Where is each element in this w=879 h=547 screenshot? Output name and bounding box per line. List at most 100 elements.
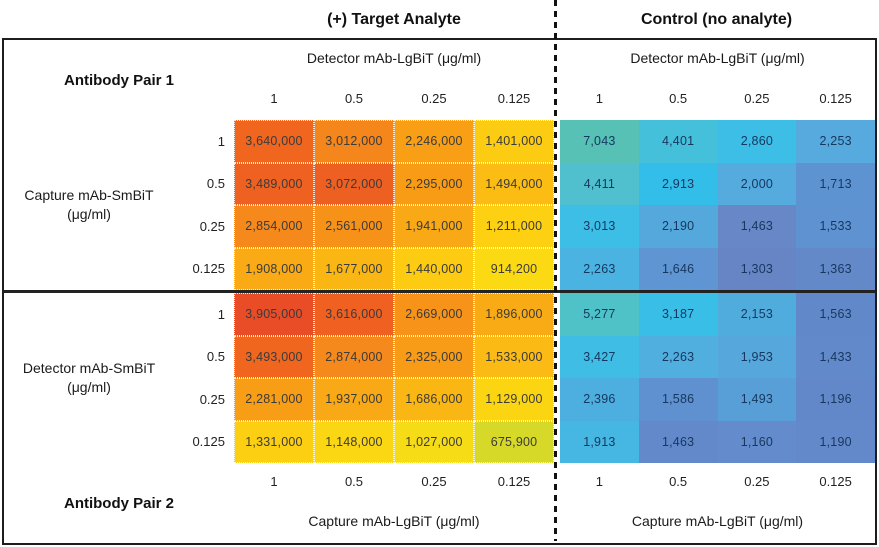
heatmap-cell: 4,401 bbox=[638, 120, 718, 163]
heatmap-panel-pair2-control: 5,277 3,187 2,153 1,563 3,427 2,263 1,953 1,433… bbox=[560, 293, 875, 463]
heatmap-cell: 2,561,000 bbox=[314, 205, 394, 248]
heatmap-cell: 1,440,000 bbox=[394, 247, 474, 290]
heatmap-cell: 2,281,000 bbox=[234, 378, 314, 421]
heatmap-cell: 2,263 bbox=[560, 247, 639, 290]
heatmap-cell: 1,363 bbox=[796, 247, 875, 290]
heatmap-cell: 1,646 bbox=[638, 247, 718, 290]
heatmap-cell: 1,190 bbox=[796, 420, 875, 463]
heatmap-cell: 1,027,000 bbox=[394, 420, 474, 463]
heatmap-cell: 1,331,000 bbox=[234, 420, 314, 463]
heatmap-cell: 2,860 bbox=[717, 120, 797, 163]
tick-label: 0.5 bbox=[669, 473, 688, 489]
heatmap-cell: 1,401,000 bbox=[474, 120, 554, 163]
heatmap-cell: 675,900 bbox=[474, 420, 554, 463]
heatmap-cell: 2,000 bbox=[717, 162, 797, 205]
heatmap-cell: 2,396 bbox=[560, 378, 639, 421]
heatmap-cell: 1,686,000 bbox=[394, 378, 474, 421]
condition-titles-row: (+) Target Analyte Control (no analyte) bbox=[0, 0, 879, 38]
row-ticks-pair1: 1 0.5 0.25 0.125 bbox=[4, 120, 234, 290]
heatmap-cell: 1,713 bbox=[796, 162, 875, 205]
detector-lgbit-axis-control: Detector mAb-LgBiT (μg/ml) bbox=[630, 50, 805, 66]
heatmap-cell: 1,896,000 bbox=[474, 293, 554, 336]
control-title: Control (no analyte) bbox=[640, 11, 793, 28]
heatmap-cell: 2,246,000 bbox=[394, 120, 474, 163]
heatmap-cell: 1,148,000 bbox=[314, 420, 394, 463]
heatmap-cell: 3,640,000 bbox=[234, 120, 314, 163]
row-ticks-pair2: 1 0.5 0.25 0.125 bbox=[4, 293, 234, 463]
antibody-pair-1-label: Antibody Pair 1 bbox=[63, 71, 175, 89]
heatmap-cell: 2,874,000 bbox=[314, 335, 394, 378]
heatmap-cell: 1,196 bbox=[796, 378, 875, 421]
heatmap-cell: 1,211,000 bbox=[474, 205, 554, 248]
heatmap-cell: 3,493,000 bbox=[234, 335, 314, 378]
pair-divider-line bbox=[4, 290, 875, 293]
heatmap-cell: 3,013 bbox=[560, 205, 639, 248]
heatmap-cell: 1,433 bbox=[796, 335, 875, 378]
condition-dashed-divider bbox=[554, 0, 557, 541]
tick-label: 0.25 bbox=[421, 473, 447, 489]
heatmap-cell: 3,905,000 bbox=[234, 293, 314, 336]
heatmap-cell: 5,277 bbox=[560, 293, 639, 336]
tick-label: 0.25 bbox=[421, 90, 447, 106]
heatmap-cell: 2,263 bbox=[638, 335, 718, 378]
tick-label: 0.5 bbox=[344, 473, 364, 489]
heatmap-cell: 1,463 bbox=[717, 205, 797, 248]
tick-label: 0.125 bbox=[819, 90, 852, 106]
heatmap-cell: 3,072,000 bbox=[314, 162, 394, 205]
heatmap-cell: 1,129,000 bbox=[474, 378, 554, 421]
heatmap-table: Antibody Pair 1 Detector mAb-LgBiT (μg/m… bbox=[2, 38, 877, 545]
tick-label: 0.25 bbox=[744, 90, 770, 106]
capture-lgbit-axis-control: Capture mAb-LgBiT (μg/ml) bbox=[631, 513, 804, 529]
heatmap-panel-pair1-control: 7,043 4,401 2,860 2,253 4,411 2,913 2,000 1,713… bbox=[560, 120, 875, 290]
tick-label: 0.25 bbox=[744, 473, 770, 489]
target-analyte-title: (+) Target Analyte bbox=[327, 11, 461, 28]
heatmap-cell: 2,854,000 bbox=[234, 205, 314, 248]
heatmap-cell: 3,427 bbox=[560, 335, 639, 378]
tick-label: 1 bbox=[595, 90, 603, 106]
tick-label: 1 bbox=[217, 306, 225, 322]
heatmap-cell: 2,325,000 bbox=[394, 335, 474, 378]
tick-label: 1 bbox=[217, 133, 225, 149]
heatmap-cell: 3,187 bbox=[638, 293, 718, 336]
tick-label: 0.125 bbox=[192, 261, 225, 277]
heatmap-cell: 2,669,000 bbox=[394, 293, 474, 336]
heatmap-cell: 1,941,000 bbox=[394, 205, 474, 248]
tick-label: 0.25 bbox=[199, 391, 225, 407]
tick-label: 0.5 bbox=[206, 349, 225, 365]
heatmap-cell: 7,043 bbox=[560, 120, 639, 163]
heatmap-cell: 3,616,000 bbox=[314, 293, 394, 336]
heatmap-cell: 1,463 bbox=[638, 420, 718, 463]
heatmap-cell: 1,160 bbox=[717, 420, 797, 463]
heatmap-cell: 1,303 bbox=[717, 247, 797, 290]
heatmap-cell: 3,012,000 bbox=[314, 120, 394, 163]
tick-label: 0.125 bbox=[497, 90, 531, 106]
heatmap-cell: 4,411 bbox=[560, 162, 639, 205]
column-ticks-top-analyte: 1 0.5 0.25 0.125 bbox=[234, 76, 554, 120]
antibody-pair-2-label: Antibody Pair 2 bbox=[63, 494, 175, 512]
heatmap-cell: 1,493 bbox=[717, 378, 797, 421]
tick-label: 0.5 bbox=[206, 176, 225, 192]
heatmap-cell: 3,489,000 bbox=[234, 162, 314, 205]
tick-label: 0.5 bbox=[669, 90, 688, 106]
tick-label: 1 bbox=[270, 473, 278, 489]
column-ticks-bottom-control: 1 0.5 0.25 0.125 bbox=[560, 463, 875, 499]
heatmap-cell: 1,908,000 bbox=[234, 247, 314, 290]
detector-lgbit-axis-analyte: Detector mAb-LgBiT (μg/ml) bbox=[306, 50, 482, 66]
heatmap-cell: 1,953 bbox=[717, 335, 797, 378]
heatmap-cell: 1,494,000 bbox=[474, 162, 554, 205]
heatmap-cell: 1,586 bbox=[638, 378, 718, 421]
heatmap-cell: 1,677,000 bbox=[314, 247, 394, 290]
heatmap-panel-pair2-analyte: 3,905,000 3,616,000 2,669,000 1,896,000 3,49… bbox=[234, 293, 554, 463]
tick-label: 0.25 bbox=[199, 218, 225, 234]
tick-label: 1 bbox=[270, 90, 278, 106]
column-ticks-bottom-analyte: 1 0.5 0.25 0.125 bbox=[234, 463, 554, 499]
heatmap-cell: 1,533,000 bbox=[474, 335, 554, 378]
heatmap-cell: 914,200 bbox=[474, 247, 554, 290]
heatmap-cell: 2,153 bbox=[717, 293, 797, 336]
tick-label: 0.5 bbox=[344, 90, 364, 106]
heatmap-panel-pair1-analyte: 3,640,000 3,012,000 2,246,000 1,401,000 3,48… bbox=[234, 120, 554, 290]
heatmap-cell: 1,913 bbox=[560, 420, 639, 463]
column-ticks-top-control: 1 0.5 0.25 0.125 bbox=[560, 76, 875, 120]
heatmap-cell: 1,937,000 bbox=[314, 378, 394, 421]
